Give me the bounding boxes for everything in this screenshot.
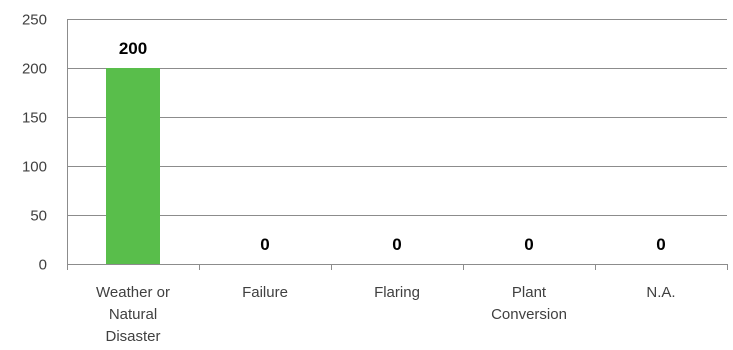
data-label: 0 — [260, 235, 269, 254]
y-tick-label: 0 — [39, 257, 47, 274]
y-tick-label: 50 — [30, 208, 47, 225]
bars — [106, 68, 160, 264]
data-label: 200 — [119, 39, 147, 58]
x-axis: Weather or Natural Disaster Failure Flaring P… — [67, 264, 728, 345]
y-axis: 0 50 100 150 200 250 — [22, 12, 68, 274]
y-tick-label: 150 — [22, 110, 47, 127]
x-category-label: Failure — [242, 284, 288, 301]
gridlines — [67, 19, 727, 216]
y-tick-label: 200 — [22, 61, 47, 78]
data-labels: 200 0 0 0 0 — [119, 39, 666, 254]
x-category-label: Plant Conversion — [491, 284, 567, 323]
data-label: 0 — [524, 235, 533, 254]
y-tick-label: 250 — [22, 12, 47, 29]
bar — [106, 68, 160, 264]
data-label: 0 — [392, 235, 401, 254]
y-tick-label: 100 — [22, 159, 47, 176]
x-category-label: Flaring — [374, 284, 420, 301]
data-label: 0 — [656, 235, 665, 254]
x-category-label: Weather or Natural Disaster — [96, 284, 170, 345]
x-category-label: N.A. — [646, 284, 675, 301]
